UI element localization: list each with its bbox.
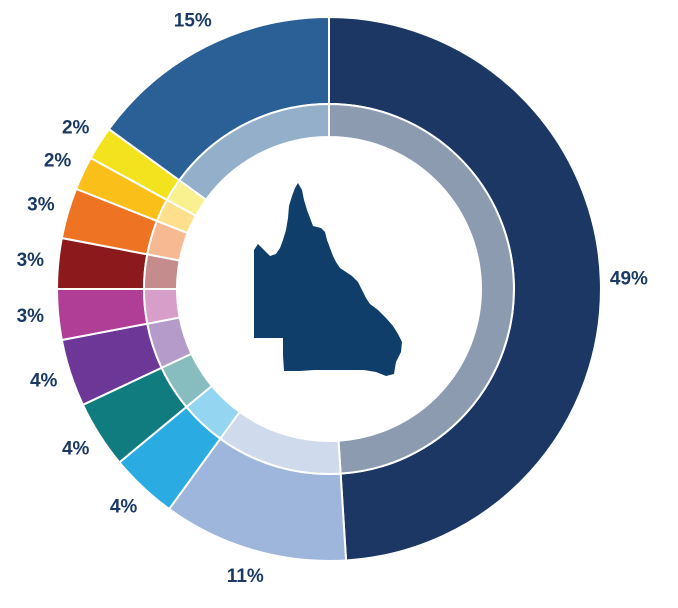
slice-label-8: 2% [44, 150, 72, 171]
slice-label-0: 49% [610, 269, 648, 290]
slice-label-10: 15% [174, 11, 212, 32]
slice-label-2: 4% [110, 497, 138, 518]
slice-label-7: 3% [27, 194, 55, 215]
slice-label-9: 2% [62, 117, 90, 138]
slice-inner-5 [142, 288, 181, 325]
slice-label-4: 4% [30, 371, 58, 392]
slice-label-6: 3% [17, 250, 45, 271]
inner-ring-group [142, 102, 515, 475]
slice-label-3: 4% [62, 439, 90, 460]
slice-label-1: 11% [227, 566, 264, 587]
labels-group: 49% 11% 4% 4% 4% 3% 3% 3% 2% 2% 15% [17, 11, 648, 587]
slice-label-5: 3% [17, 306, 45, 327]
queensland-map-icon [254, 183, 402, 376]
